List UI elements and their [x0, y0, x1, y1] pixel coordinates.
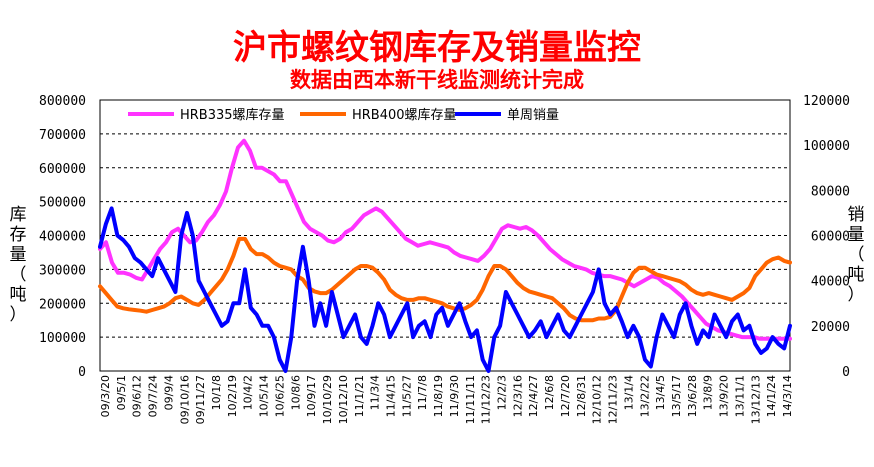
legend-label: HRB335螺库存量 — [180, 107, 285, 123]
x-tick-label: 10/6/25 — [273, 375, 286, 417]
y-left-tick-label: 600000 — [39, 162, 86, 177]
x-tick-label: 11/4/15 — [384, 375, 397, 417]
x-tick-label: 11/1/21 — [353, 375, 366, 417]
x-tick-label: 11/7/8 — [416, 375, 429, 410]
legend-label: 单周销量 — [507, 108, 559, 123]
y-right-tick-label: 20000 — [811, 320, 850, 335]
series-line — [98, 206, 792, 373]
x-tick-label: 12/4/27 — [527, 375, 540, 417]
x-tick-label: 12/10/12 — [591, 375, 604, 424]
x-tick-label: 10/12/10 — [337, 375, 350, 424]
x-tick-label: 11/8/19 — [432, 375, 445, 417]
y-left-tick-label: 800000 — [39, 94, 86, 109]
x-tick-label: 11/12/23 — [480, 375, 493, 424]
chart-subtitle: 数据由西本新干线监测统计完成 — [290, 68, 584, 92]
x-tick-label: 10/5/14 — [258, 375, 271, 417]
x-tick-label: 11/5/27 — [400, 375, 413, 417]
x-tick-label: 13/6/28 — [686, 375, 699, 417]
y-axis-left-label: 库存量（吨） — [9, 205, 27, 325]
x-tick-label: 09/10/16 — [178, 375, 191, 424]
x-tick-label: 13/12/13 — [749, 375, 762, 424]
x-tick-label: 13/5/17 — [670, 375, 683, 417]
x-tick-label: 12/8/31 — [575, 375, 588, 417]
x-tick-label: 14/1/24 — [765, 375, 778, 417]
y-right-tick-label: 120000 — [803, 94, 850, 109]
y-right-tick-label: 40000 — [811, 275, 850, 290]
x-tick-label: 12/3/16 — [511, 375, 524, 417]
x-tick-label: 13/9/20 — [718, 375, 731, 417]
x-tick-label: 09/9/4 — [162, 375, 175, 410]
y-left-tick-label: 0 — [78, 365, 86, 380]
x-tick-label: 09/7/24 — [147, 375, 160, 417]
x-tick-label: 09/3/20 — [99, 375, 112, 417]
x-tick-label: 10/1/8 — [210, 375, 223, 410]
x-tick-label: 12/7/20 — [559, 375, 572, 417]
x-tick-label: 11/11/11 — [464, 375, 477, 424]
x-tick-label: 13/4/5 — [654, 375, 667, 410]
x-tick-label: 13/8/9 — [702, 375, 715, 410]
y-left-tick-label: 400000 — [39, 230, 86, 245]
y-left-tick-label: 500000 — [39, 196, 86, 211]
y-left-tick-label: 300000 — [39, 263, 86, 278]
y-left-tick-label: 200000 — [39, 297, 86, 312]
x-tick-label: 10/2/19 — [226, 375, 239, 417]
x-tick-label: 09/11/27 — [194, 375, 207, 424]
y-right-tick-label: 100000 — [803, 139, 850, 154]
x-tick-label: 10/8/6 — [289, 375, 302, 410]
x-tick-label: 14/3/14 — [781, 375, 794, 417]
y-right-tick-label: 80000 — [811, 184, 850, 199]
x-tick-label: 10/10/29 — [321, 375, 334, 424]
x-tick-label: 12/6/8 — [543, 375, 556, 410]
x-tick-label: 12/2/3 — [496, 375, 509, 410]
x-tick-label: 09/5/1 — [115, 375, 128, 410]
y-left-tick-label: 100000 — [39, 331, 86, 346]
x-tick-label: 13/2/22 — [638, 375, 651, 417]
legend-label: HRB400螺库存量 — [352, 107, 457, 123]
y-left-tick-label: 700000 — [39, 128, 86, 143]
x-tick-label: 11/9/30 — [448, 375, 461, 417]
x-tick-label: 09/6/12 — [131, 375, 144, 417]
x-tick-label: 10/9/17 — [305, 375, 318, 417]
x-tick-label: 10/4/2 — [242, 375, 255, 410]
y-right-tick-label: 60000 — [811, 230, 850, 245]
chart-title: 沪市螺纹钢库存及销量监控 — [233, 28, 641, 68]
x-tick-label: 13/1/4 — [622, 375, 635, 410]
x-tick-label: 12/11/23 — [607, 375, 620, 424]
series-line — [98, 138, 792, 341]
y-right-tick-label: 0 — [842, 365, 850, 380]
y-axis-right-label: 销量（吨） — [847, 205, 865, 305]
series-line — [98, 236, 792, 323]
x-tick-label: 13/11/1 — [733, 375, 746, 417]
plot-area — [99, 99, 791, 372]
x-tick-label: 11/3/4 — [369, 375, 382, 410]
